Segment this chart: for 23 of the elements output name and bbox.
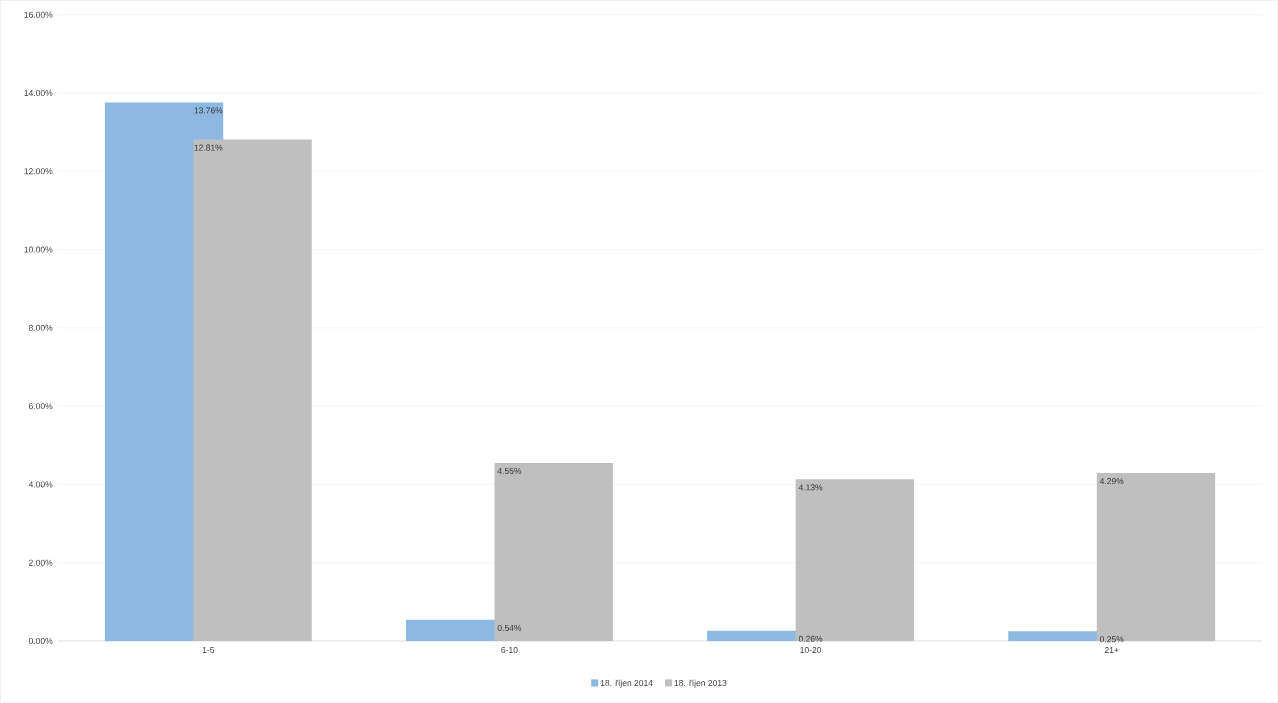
data-label: 12.81%	[194, 144, 223, 151]
y-tick-label: 10.00%	[24, 246, 53, 253]
legend-label: 18. říjen 2013	[674, 679, 727, 688]
data-label: 0.26%	[798, 636, 823, 643]
x-tick-label: 10-20	[800, 647, 822, 654]
y-tick-label: 6.00%	[29, 403, 53, 410]
y-tick-label: 16.00%	[24, 11, 53, 18]
y-tick-label: 8.00%	[28, 324, 53, 331]
x-tick-label: 1-5	[202, 647, 215, 654]
y-tick-label: 2.00%	[29, 559, 53, 566]
data-label: 0.25%	[1099, 636, 1124, 643]
x-tick-label: 21+	[1104, 647, 1119, 654]
data-label: 13.76%	[194, 107, 223, 114]
y-tick-label: 4.00%	[28, 481, 53, 488]
x-tick-label: 6-10	[501, 647, 518, 654]
legend-label: 18. říjen 2014	[600, 679, 653, 688]
y-tick-label: 14.00%	[24, 90, 53, 97]
y-tick-label: 12.00%	[24, 168, 53, 175]
data-label: 0.54%	[497, 625, 522, 632]
data-label: 4.29%	[1099, 478, 1124, 485]
data-label: 4.13%	[798, 484, 823, 491]
y-tick-label: 0.00%	[28, 638, 53, 645]
data-label: 4.55%	[497, 468, 522, 475]
